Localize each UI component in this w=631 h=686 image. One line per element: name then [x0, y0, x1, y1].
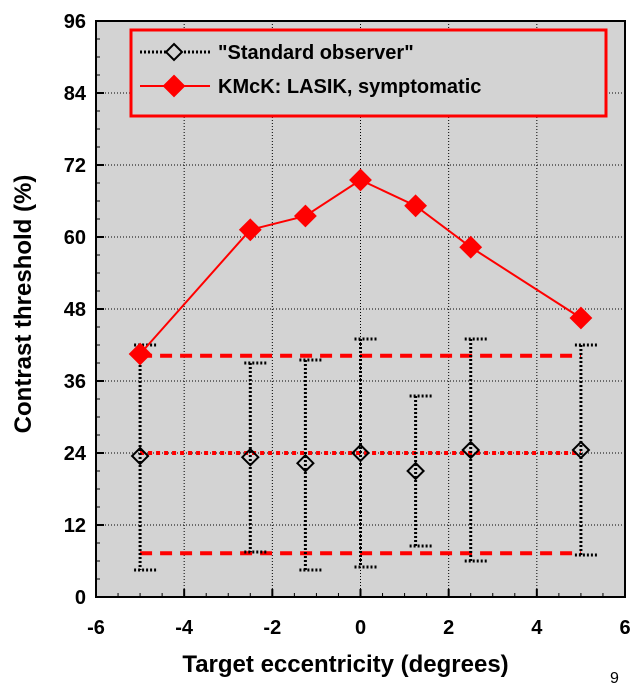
- data-point-standard: [130, 446, 150, 466]
- y-tick-label: 12: [64, 515, 86, 537]
- data-point-standard: [461, 440, 481, 460]
- legend-label: KMcK: LASIK, symptomatic: [218, 76, 481, 98]
- x-tick-label: -4: [175, 617, 194, 639]
- data-point-kmck: [459, 235, 483, 259]
- y-tick-label: 24: [64, 443, 87, 465]
- data-point-kmck: [128, 342, 152, 366]
- y-tick-label: 72: [64, 155, 86, 177]
- x-tick-label: 2: [443, 617, 454, 639]
- data-point-standard: [240, 447, 260, 467]
- data-markers: [128, 168, 593, 481]
- x-axis-ticks: -6 -4 -2 0 2 4 6: [87, 589, 631, 639]
- legend-box: [129, 28, 608, 118]
- y-tick-label: 36: [64, 371, 86, 393]
- legend-marker: [164, 42, 184, 62]
- y-axis-ticks: 0 12 24 36 48 60 72 84 96: [64, 11, 104, 609]
- data-point-standard: [406, 461, 426, 481]
- data-point-kmck: [349, 168, 372, 192]
- data-point-kmck: [569, 306, 593, 330]
- y-tick-label: 96: [64, 11, 86, 33]
- x-tick-label: 4: [531, 617, 543, 639]
- x-tick-label: -2: [263, 617, 281, 639]
- x-tick-label: 6: [619, 617, 630, 639]
- data-point-kmck: [404, 194, 428, 218]
- legend: "Standard observer" KMcK: LASIK, symptoma…: [129, 28, 608, 118]
- error-bars: [134, 337, 597, 572]
- y-tick-label: 48: [64, 299, 86, 321]
- x-tick-label: -6: [87, 617, 105, 639]
- legend-label: "Standard observer": [218, 42, 414, 64]
- y-axis-title: Contrast threshold (%): [10, 175, 37, 434]
- data-point-kmck: [238, 218, 262, 242]
- corner-label: 9: [610, 670, 619, 686]
- data-point-standard: [295, 453, 315, 473]
- legend-marker: [162, 74, 186, 98]
- data-point-standard: [351, 443, 370, 463]
- x-tick-label: 0: [355, 617, 366, 639]
- y-tick-label: 60: [64, 227, 86, 249]
- x-axis-title: Target eccentricity (degrees): [182, 651, 508, 678]
- y-tick-label: 0: [75, 587, 86, 609]
- data-point-standard: [571, 440, 591, 460]
- data-point-kmck: [293, 204, 317, 228]
- y-tick-label: 84: [64, 83, 87, 105]
